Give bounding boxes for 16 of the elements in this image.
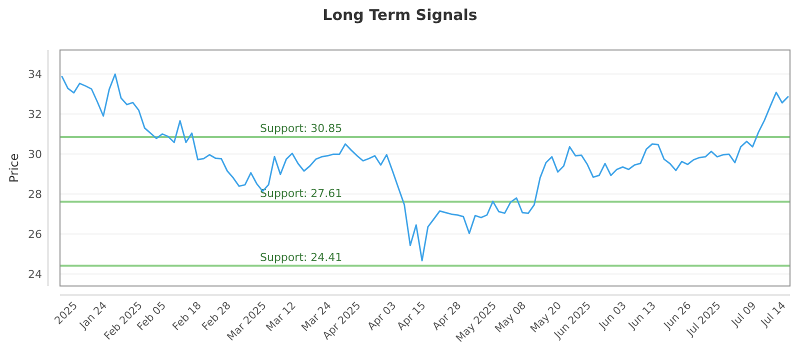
y-tick-label: 32: [28, 108, 42, 121]
y-tick-label: 34: [28, 68, 42, 81]
x-tick-label: Mar 12: [264, 300, 298, 334]
y-axis-title: Price: [7, 153, 21, 183]
x-tick-label: Jul 09: [728, 300, 759, 330]
y-tick-label: 24: [28, 268, 42, 281]
y-tick-label: 30: [28, 148, 42, 161]
line-series: [61, 73, 789, 262]
ref-line-label: Support: 27.61: [260, 186, 342, 200]
y-tick-label: 28: [28, 188, 42, 201]
ref-line-label: Support: 24.41: [260, 250, 342, 264]
ref-line-label: Support: 30.85: [260, 122, 342, 135]
x-tick-label: Jul 14: [758, 299, 788, 330]
y-tick-label: 26: [28, 228, 42, 241]
chart-title: Long Term Signals: [322, 6, 478, 24]
x-tick-label: Jan 24: [76, 299, 110, 332]
